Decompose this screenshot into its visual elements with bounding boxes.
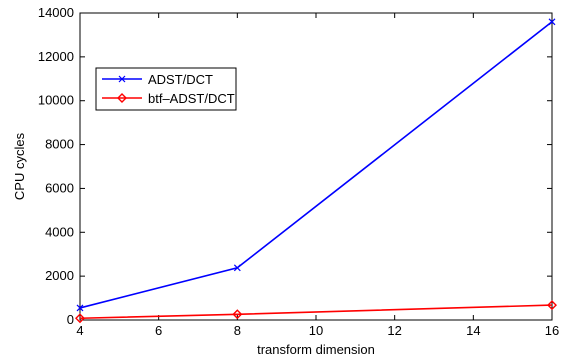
data-point (548, 18, 556, 26)
y-tick-label: 10000 (38, 93, 74, 108)
data-point (233, 264, 241, 272)
y-tick-label: 4000 (45, 224, 74, 239)
x-axis: 4 6 8 10 12 14 16 (76, 13, 559, 338)
data-point (547, 300, 557, 311)
x-tick-label: 12 (387, 323, 401, 338)
y-tick-label: 14000 (38, 5, 74, 20)
x-tick-label: 14 (466, 323, 480, 338)
y-tick-label: 8000 (45, 137, 74, 152)
y-tick-label: 2000 (45, 268, 74, 283)
x-tick-label: 8 (234, 323, 241, 338)
data-point (232, 309, 243, 320)
plot-border (79, 12, 553, 321)
legend-label: ADST/DCT (148, 72, 213, 87)
x-tick-label: 4 (76, 323, 83, 338)
x-tick-label: 16 (545, 323, 559, 338)
data-point (76, 304, 84, 312)
series-layer (75, 18, 557, 324)
data-point (75, 313, 85, 324)
y-tick-label: 12000 (38, 49, 74, 64)
legend-entry: btf–ADST/DCT (102, 91, 235, 106)
y-axis-title: CPU cycles (12, 132, 27, 200)
series-line-0 (79, 21, 553, 309)
y-tick-label: 0 (67, 312, 74, 327)
x-tick-label: 10 (309, 323, 323, 338)
legend: ADST/DCT btf–ADST/DCT (95, 67, 237, 111)
legend-entry: ADST/DCT (102, 72, 213, 87)
legend-box (95, 67, 237, 111)
plot-area (79, 12, 553, 321)
x-tick-label: 6 (155, 323, 162, 338)
y-axis: 0 2000 4000 6000 8000 10000 12000 14000 (38, 5, 552, 327)
x-axis-title: transform dimension (257, 342, 375, 357)
y-tick-label: 6000 (45, 180, 74, 195)
legend-label: btf–ADST/DCT (148, 91, 235, 106)
series-line-1 (79, 304, 553, 320)
